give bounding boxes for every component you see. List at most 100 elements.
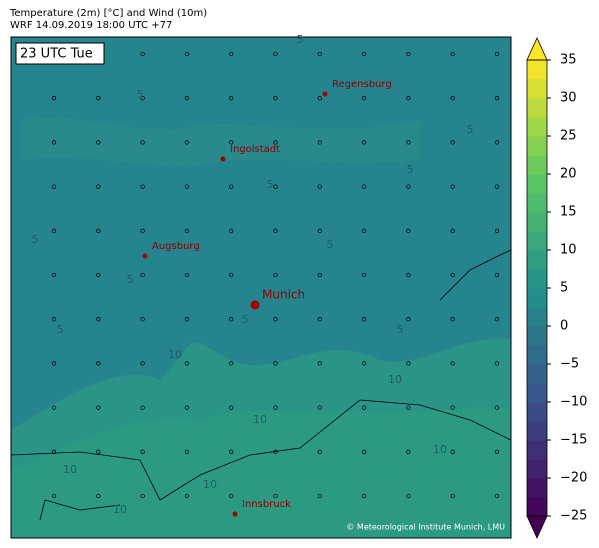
border-line — [439, 249, 511, 301]
contour-label: 5 — [242, 313, 249, 326]
wind-marker — [450, 405, 455, 410]
colorbar-tick-label: 5 — [560, 281, 568, 296]
wind-marker — [273, 405, 278, 410]
wind-marker — [229, 140, 234, 145]
wind-marker — [51, 96, 57, 101]
colorbar-tick-label: −5 — [560, 357, 579, 372]
wind-marker — [229, 51, 234, 57]
wind-marker — [317, 493, 322, 499]
wind-marker — [229, 96, 234, 101]
wind-marker — [494, 493, 500, 499]
contour-label: 5 — [397, 323, 404, 336]
wind-marker — [450, 51, 455, 57]
wind-marker — [184, 493, 190, 499]
colorbar-band — [527, 440, 547, 460]
wind-marker — [406, 140, 411, 145]
wind-marker — [406, 96, 411, 101]
wind-marker — [494, 449, 500, 454]
colorbar-band — [527, 231, 547, 251]
contour-label: 10 — [113, 503, 127, 516]
contour-label: 10 — [433, 443, 447, 456]
contour-label: 5 — [137, 88, 144, 101]
wind-marker — [229, 361, 234, 366]
wind-marker — [184, 272, 190, 278]
wind-marker — [494, 361, 500, 366]
colorbar-band — [527, 174, 547, 194]
city-label: Munich — [262, 288, 305, 302]
contour-label: 5 — [32, 233, 39, 246]
map-frame — [10, 36, 512, 539]
colorbar-band — [527, 459, 547, 479]
wind-marker — [273, 449, 278, 454]
wind-marker — [317, 317, 322, 322]
wind-marker — [406, 449, 411, 454]
wind-marker — [450, 493, 455, 499]
warm-region — [11, 407, 511, 538]
wind-marker — [406, 361, 411, 366]
wind-marker — [96, 140, 101, 145]
subtitle-line: WRF 14.09.2019 18:00 UTC +77 — [10, 20, 172, 31]
contour-label: 5 — [267, 178, 274, 191]
wind-marker — [406, 51, 411, 57]
wind-marker — [361, 449, 367, 454]
wind-marker — [317, 449, 322, 454]
colorbar-band — [527, 155, 547, 175]
wind-marker — [273, 228, 278, 233]
colorbar-tick-label: 20 — [560, 167, 577, 182]
colorbar-band — [527, 60, 547, 80]
wind-marker — [229, 449, 234, 454]
colorbar-band — [527, 478, 547, 498]
wind-marker — [317, 96, 322, 101]
colorbar-band — [527, 421, 547, 441]
wind-marker — [494, 405, 500, 410]
wind-marker — [406, 272, 411, 278]
wind-marker — [51, 317, 57, 322]
map-area — [11, 37, 511, 538]
wind-marker — [494, 272, 500, 278]
wind-marker — [96, 184, 101, 189]
contour-label: 5 — [327, 238, 334, 251]
wind-marker — [361, 184, 367, 189]
title-line: Temperature (2m) [°C] and Wind (10m) — [9, 8, 207, 19]
wind-marker — [317, 272, 322, 278]
wind-marker — [51, 405, 57, 410]
wind-marker — [317, 228, 322, 233]
wind-marker — [229, 493, 234, 499]
wind-marker — [494, 317, 500, 322]
wind-marker — [317, 140, 322, 145]
wind-marker — [184, 317, 190, 322]
colorbar-extend — [526, 515, 548, 539]
wind-marker — [229, 272, 234, 278]
colorbar-band — [527, 288, 547, 308]
contour-label: 5 — [57, 323, 64, 336]
contour-label: 5 — [467, 123, 474, 136]
colorbar-band — [527, 383, 547, 403]
colorbar-band — [527, 402, 547, 422]
wind-marker — [96, 493, 101, 499]
colorbar-band — [527, 326, 547, 346]
city-dot — [142, 253, 148, 259]
wind-marker — [229, 317, 234, 322]
wind-marker — [51, 272, 57, 278]
wind-marker — [273, 140, 278, 145]
city-label: Augsburg — [152, 241, 200, 252]
wind-marker — [140, 51, 145, 57]
colorbar-tick-label: 30 — [560, 91, 577, 106]
wind-marker — [184, 96, 190, 101]
wind-marker — [494, 184, 500, 189]
colorbar-band — [527, 307, 547, 327]
wind-marker — [450, 317, 455, 322]
contour-label: 5 — [297, 33, 304, 46]
wind-marker — [140, 96, 145, 101]
wind-marker — [361, 140, 367, 145]
time-label: 23 UTC Tue — [20, 47, 93, 62]
colorbar-band — [527, 497, 547, 517]
wind-marker — [406, 317, 411, 322]
colorbar-tick-label: 15 — [560, 205, 577, 220]
wind-marker — [184, 228, 190, 233]
wind-marker — [361, 96, 367, 101]
wind-marker — [273, 51, 278, 57]
colorbar-band — [527, 98, 547, 118]
wind-marker — [229, 228, 234, 233]
wind-marker — [361, 272, 367, 278]
